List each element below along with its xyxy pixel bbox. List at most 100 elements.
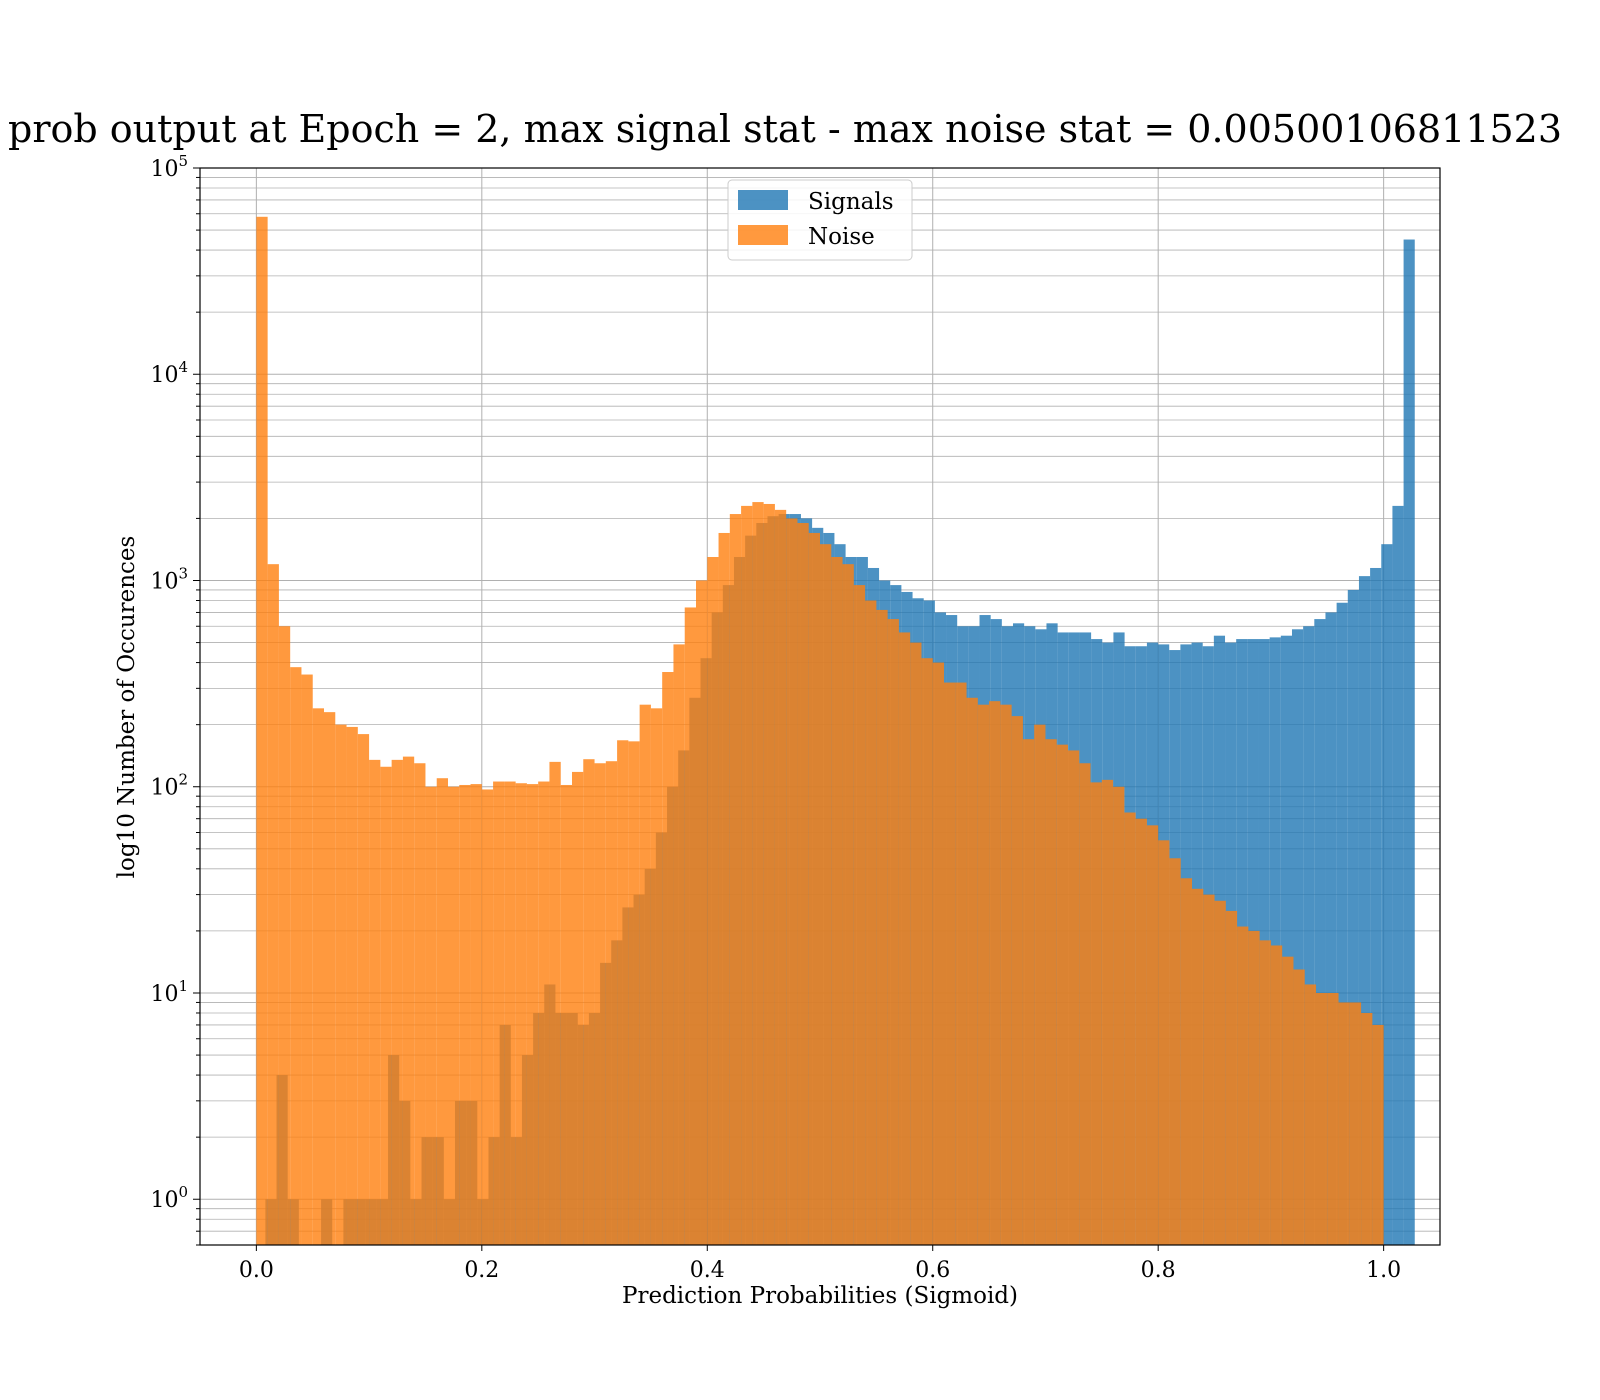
noise-bar-24 — [526, 784, 539, 1245]
noise-bar-17 — [448, 786, 460, 1245]
noise-bar-62 — [955, 682, 967, 1245]
signals-bar-95 — [1358, 576, 1371, 1245]
signals-bar-93 — [1336, 602, 1348, 1245]
noise-bar-64 — [977, 704, 990, 1245]
noise-bar-91 — [1282, 956, 1294, 1245]
y-tick-label: 100 — [150, 1183, 188, 1213]
noise-bar-60 — [932, 662, 944, 1245]
noise-bar-65 — [989, 701, 1001, 1245]
noise-bar-83 — [1192, 888, 1204, 1245]
legend-label-signals: Signals — [808, 189, 894, 215]
legend-swatch-noise — [738, 225, 788, 245]
noise-bar-84 — [1203, 894, 1215, 1245]
x-tick-label: 1.0 — [1366, 1258, 1401, 1283]
legend[interactable]: Signals Noise — [727, 179, 913, 261]
legend-swatch-signals — [738, 190, 788, 210]
signals-bar-87 — [1269, 637, 1281, 1245]
plot-frame — [199, 167, 1441, 1246]
noise-bar-20 — [481, 789, 494, 1245]
noise-bar-9 — [357, 734, 370, 1245]
x-tick-label: 0.0 — [239, 1258, 274, 1283]
signals-bar-92 — [1325, 612, 1337, 1245]
noise-bar-2 — [278, 626, 291, 1245]
x-tick-label: 0.2 — [464, 1258, 499, 1283]
noise-bar-6 — [324, 712, 336, 1245]
noise-bar-48 — [797, 523, 809, 1245]
noise-bar-78 — [1135, 818, 1147, 1245]
noise-bar-35 — [650, 708, 663, 1245]
noise-bar-44 — [752, 502, 764, 1245]
y-axis-label: log10 Number of Occurences — [114, 536, 140, 879]
noise-bar-19 — [470, 784, 482, 1245]
noise-bar-63 — [966, 697, 978, 1245]
noise-bar-34 — [639, 704, 651, 1245]
noise-bar-95 — [1327, 992, 1339, 1245]
noise-bar-75 — [1101, 779, 1114, 1245]
noise-bar-16 — [436, 778, 448, 1245]
noise-bar-96 — [1338, 1002, 1350, 1245]
noise-bar-42 — [729, 514, 742, 1245]
noise-bar-22 — [504, 781, 516, 1245]
noise-bar-13 — [402, 756, 415, 1245]
noise-bar-72 — [1068, 750, 1080, 1245]
noise-bar-5 — [312, 708, 324, 1245]
noise-bar-33 — [628, 741, 640, 1245]
noise-bar-98 — [1361, 1012, 1373, 1245]
noise-bar-71 — [1056, 744, 1068, 1245]
noise-bar-99 — [1372, 1024, 1384, 1245]
noise-bar-21 — [493, 781, 505, 1245]
noise-bar-53 — [853, 585, 866, 1245]
noise-bar-38 — [684, 607, 696, 1245]
noise-bar-66 — [1000, 704, 1012, 1245]
noise-bar-70 — [1045, 739, 1057, 1245]
y-axis-ticks: 100 101 102 103 104 105 — [150, 152, 200, 1246]
noise-bar-68 — [1022, 739, 1035, 1245]
noise-bar-67 — [1011, 716, 1023, 1245]
noise-bar-11 — [380, 766, 392, 1245]
noise-bar-69 — [1034, 724, 1046, 1245]
noise-bar-18 — [459, 784, 471, 1245]
noise-bar-32 — [617, 740, 629, 1245]
noise-bar-46 — [774, 509, 787, 1246]
signals-bar-91 — [1314, 619, 1326, 1245]
noise-bar-3 — [290, 667, 302, 1245]
noise-bar-43 — [741, 505, 753, 1245]
noise-bar-10 — [369, 759, 381, 1245]
noise-bar-14 — [414, 763, 426, 1245]
chart-title: prob output at Epoch = 2, max signal sta… — [8, 107, 1562, 151]
noise-bar-26 — [549, 761, 561, 1245]
signals-bar-97 — [1381, 544, 1393, 1245]
noise-bar-27 — [560, 784, 572, 1245]
noise-bar-23 — [515, 783, 527, 1245]
noise-bar-97 — [1349, 1002, 1362, 1245]
noise-bar-30 — [594, 763, 606, 1245]
noise-bar-59 — [921, 658, 933, 1245]
noise-bar-87 — [1237, 926, 1249, 1245]
noise-bar-51 — [831, 556, 843, 1245]
noise-bar-25 — [538, 781, 550, 1245]
noise-bar-82 — [1180, 878, 1192, 1245]
noise-bar-37 — [673, 644, 685, 1245]
noise-bar-49 — [808, 532, 820, 1245]
noise-bar-86 — [1225, 910, 1238, 1245]
noise-bar-4 — [301, 674, 313, 1245]
noise-bar-77 — [1124, 812, 1136, 1245]
noise-bar-39 — [696, 580, 708, 1245]
x-tick-label: 0.8 — [1141, 1258, 1176, 1283]
signals-bar-99 — [1403, 239, 1415, 1245]
noise-bar-94 — [1316, 992, 1328, 1245]
noise-bar-90 — [1270, 945, 1283, 1245]
y-tick-label: 104 — [150, 358, 188, 388]
signals-bar-94 — [1347, 589, 1359, 1245]
noise-bar-54 — [865, 600, 877, 1245]
noise-bar-41 — [718, 532, 730, 1245]
y-tick-label: 103 — [150, 564, 188, 594]
noise-bar-7 — [335, 724, 347, 1245]
noise-bar-52 — [842, 564, 854, 1245]
y-tick-label: 101 — [150, 977, 188, 1007]
noise-bar-29 — [583, 759, 595, 1245]
noise-series — [256, 216, 1384, 1246]
noise-bar-56 — [887, 619, 899, 1245]
x-axis-label: Prediction Probabilities (Sigmoid) — [622, 1283, 1018, 1309]
signals-bar-90 — [1303, 626, 1315, 1245]
